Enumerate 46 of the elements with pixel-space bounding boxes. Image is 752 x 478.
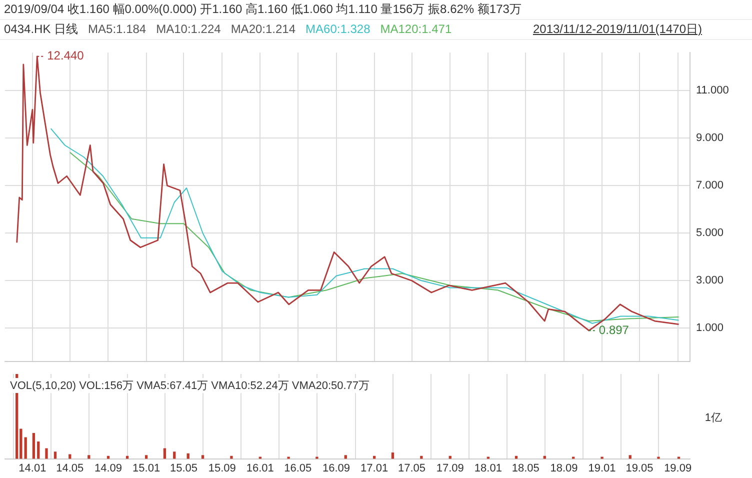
x-tick-label: 14.05 (56, 462, 84, 474)
bar (54, 452, 57, 459)
bar (391, 452, 394, 459)
chart-subtitle: 0434.HK 日线 (4, 22, 78, 36)
y-tick-label: 1.000 (696, 322, 724, 334)
x-tick-label: 19.01 (588, 462, 616, 474)
chart-title: 2019/09/04 收1.160 幅0.00%(0.000) 开1.160 高1.160 低1.060 均1.110 量156万 振8.62% 额173万 (4, 2, 522, 16)
y-tick-label: 3.000 (696, 274, 724, 287)
text: MA10:1.224 (156, 22, 221, 36)
bar (173, 452, 176, 459)
y-tick-label: 5.000 (696, 227, 724, 240)
annotation: VOL(5,10,20) VOL:156万 VMA5:67.41万 VMA10:52.24万 VMA20:50.77万 (8, 378, 372, 393)
bar (32, 433, 36, 459)
x-tick-label: 19.05 (626, 462, 654, 474)
bar (24, 437, 27, 459)
x-tick-label: 16.01 (246, 462, 274, 474)
y-tick-label: 7.000 (696, 180, 724, 192)
x-tick-label: 18.05 (512, 462, 540, 474)
bar (37, 442, 40, 459)
x-tick-label: 16.05 (284, 462, 312, 474)
y-tick-label: 11.000 (696, 84, 729, 97)
x-tick-label: 17.05 (398, 462, 426, 474)
y-tick-label: 9.000 (696, 132, 724, 144)
x-tick-label: 19.09 (664, 462, 692, 474)
x-tick-label: 15.01 (132, 462, 160, 474)
bar (230, 456, 233, 459)
bar (68, 454, 72, 459)
annotation: 12.440 (47, 48, 84, 63)
text: 2013/11/12-2019/11/01(1470日) (532, 21, 702, 38)
x-tick-label: 15.05 (170, 462, 198, 474)
text: MA5:1.184 (88, 22, 146, 36)
x-tick-label: 18.09 (550, 462, 578, 474)
bar (45, 448, 48, 459)
text: MA60:1.328 (306, 22, 370, 36)
x-tick-label: 16.09 (322, 462, 350, 474)
text: MA20:1.214 (230, 22, 296, 36)
x-tick-label: 14.01 (18, 462, 46, 474)
text: MA120:1.471 (380, 22, 452, 36)
x-tick-label: 15.09 (208, 462, 236, 474)
annotation: 0.897 (598, 322, 630, 337)
bar (420, 456, 423, 459)
x-tick-label: 18.01 (474, 462, 502, 474)
x-tick-label: 17.01 (360, 462, 388, 474)
text: 1亿 (704, 411, 722, 426)
x-tick-label: 17.09 (436, 462, 464, 474)
x-tick-label: 14.09 (94, 462, 122, 474)
